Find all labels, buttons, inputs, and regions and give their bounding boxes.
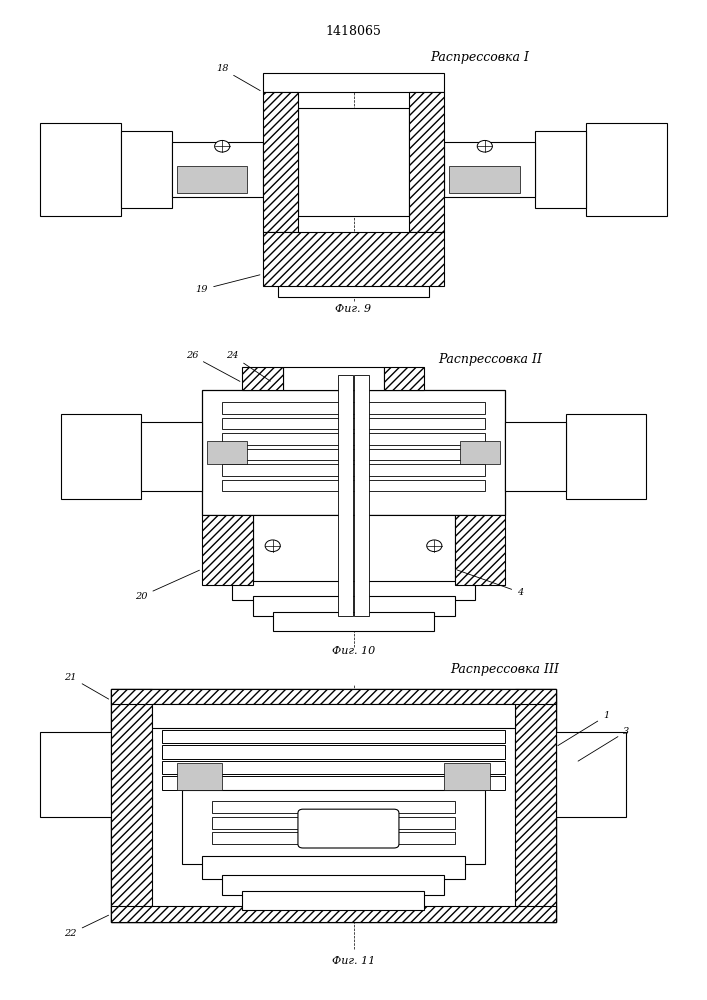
Bar	[212, 817, 455, 829]
Text: 24: 24	[226, 351, 270, 381]
Bar	[111, 906, 556, 922]
Bar	[460, 441, 500, 464]
Bar	[61, 414, 141, 499]
Bar	[278, 282, 429, 297]
Bar	[111, 689, 556, 922]
Text: Фиг. 10: Фиг. 10	[332, 646, 375, 656]
Bar	[111, 689, 556, 704]
Bar	[252, 515, 455, 585]
Bar	[177, 166, 247, 193]
Bar	[151, 704, 515, 728]
Bar	[40, 123, 121, 216]
Bar	[121, 131, 172, 208]
FancyBboxPatch shape	[298, 809, 399, 848]
Bar	[515, 739, 556, 809]
Text: Распрессовка I: Распрессовка I	[431, 51, 530, 64]
Bar	[515, 689, 556, 922]
Text: Фиг. 11: Фиг. 11	[332, 956, 375, 966]
Bar	[162, 761, 505, 774]
Bar	[445, 142, 535, 197]
Bar	[222, 418, 485, 429]
Bar	[40, 732, 111, 817]
Bar	[202, 515, 252, 585]
Bar	[262, 92, 298, 232]
Bar	[222, 875, 445, 895]
Bar	[162, 730, 505, 743]
Bar	[222, 433, 485, 445]
Bar	[273, 612, 434, 631]
Circle shape	[265, 540, 280, 552]
Bar	[252, 596, 455, 616]
Bar	[172, 142, 262, 197]
Text: Фиг. 9: Фиг. 9	[335, 304, 372, 314]
Circle shape	[215, 140, 230, 152]
Bar	[177, 763, 222, 790]
Bar	[222, 402, 485, 414]
Circle shape	[427, 540, 442, 552]
Bar	[556, 732, 626, 817]
Bar	[409, 92, 445, 232]
Text: 20: 20	[135, 570, 199, 601]
Bar	[222, 480, 485, 491]
Bar	[202, 856, 464, 879]
Bar	[233, 581, 474, 600]
Bar	[566, 414, 646, 499]
Bar	[455, 515, 505, 585]
Bar	[162, 776, 505, 790]
Bar	[262, 73, 445, 92]
Bar	[111, 739, 151, 809]
Text: Распрессовка II: Распрессовка II	[438, 353, 542, 366]
Bar	[141, 422, 202, 491]
Bar	[222, 449, 485, 460]
Text: 26: 26	[186, 351, 240, 381]
Bar	[283, 367, 384, 390]
Circle shape	[477, 140, 492, 152]
Bar	[212, 832, 455, 844]
Bar	[384, 367, 424, 390]
Bar	[339, 375, 354, 616]
Bar	[202, 390, 505, 515]
Text: 4: 4	[457, 570, 523, 597]
Bar	[162, 745, 505, 759]
Bar	[445, 763, 490, 790]
Bar	[450, 166, 520, 193]
Bar	[243, 367, 283, 390]
Text: 3: 3	[578, 727, 629, 761]
Text: 21: 21	[64, 673, 109, 699]
Text: 1418065: 1418065	[325, 25, 382, 38]
Bar	[243, 891, 424, 910]
Bar	[535, 131, 586, 208]
Bar	[505, 422, 566, 491]
Bar	[222, 464, 485, 476]
Bar	[207, 441, 247, 464]
Text: Распрессовка III: Распрессовка III	[450, 663, 559, 676]
Text: 22: 22	[64, 915, 109, 938]
Bar	[182, 790, 485, 864]
Text: 1: 1	[558, 712, 609, 746]
Bar	[262, 232, 445, 286]
Bar	[298, 107, 409, 216]
Bar	[111, 689, 151, 922]
Bar	[212, 801, 455, 813]
Text: 19: 19	[196, 275, 260, 294]
Text: 18: 18	[216, 64, 260, 91]
Bar	[586, 123, 667, 216]
Bar	[354, 375, 368, 616]
